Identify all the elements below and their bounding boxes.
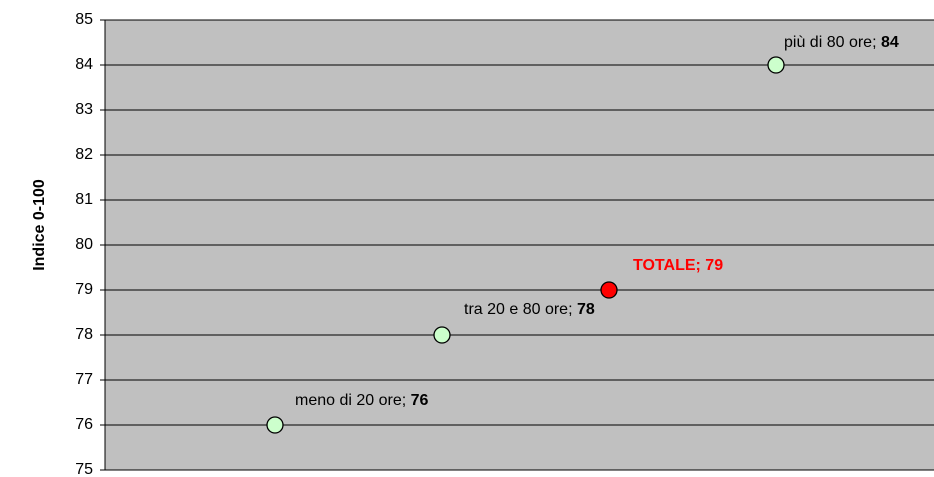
category-name: tra 20 e 80 ore [464,301,568,318]
label-separator: ; [696,257,706,274]
y-tick-label: 75 [75,461,93,477]
data-label: TOTALE; 79 [633,257,723,274]
data-point [433,326,451,344]
data-point [266,416,284,434]
value-label: 84 [881,34,899,51]
data-label: meno di 20 ore; 76 [295,392,429,409]
y-tick-label: 79 [75,281,93,298]
y-tick-label: 84 [75,56,93,73]
y-tick-label: 77 [75,371,93,388]
category-name: meno di 20 ore [295,392,402,409]
value-label: 79 [705,257,723,274]
y-tick-label: 78 [75,326,93,343]
label-separator: ; [568,301,577,318]
label-separator: ; [402,392,411,409]
category-name: TOTALE [633,257,696,274]
value-label: 76 [411,392,429,409]
y-tick-label: 81 [75,191,93,208]
data-point [767,56,785,74]
data-label: tra 20 e 80 ore; 78 [464,301,595,318]
data-label: più di 80 ore; 84 [784,34,899,51]
y-tick-label: 76 [75,416,93,433]
value-label: 78 [577,301,595,318]
label-separator: ; [872,34,881,51]
y-axis-label: Indice 0-100 [31,179,48,271]
category-name: più di 80 ore [784,34,872,51]
y-tick-label: 83 [75,101,93,118]
y-tick-label: 85 [75,11,93,28]
data-point [600,281,618,299]
y-tick-label: 80 [75,236,93,253]
y-tick-label: 82 [75,146,93,163]
